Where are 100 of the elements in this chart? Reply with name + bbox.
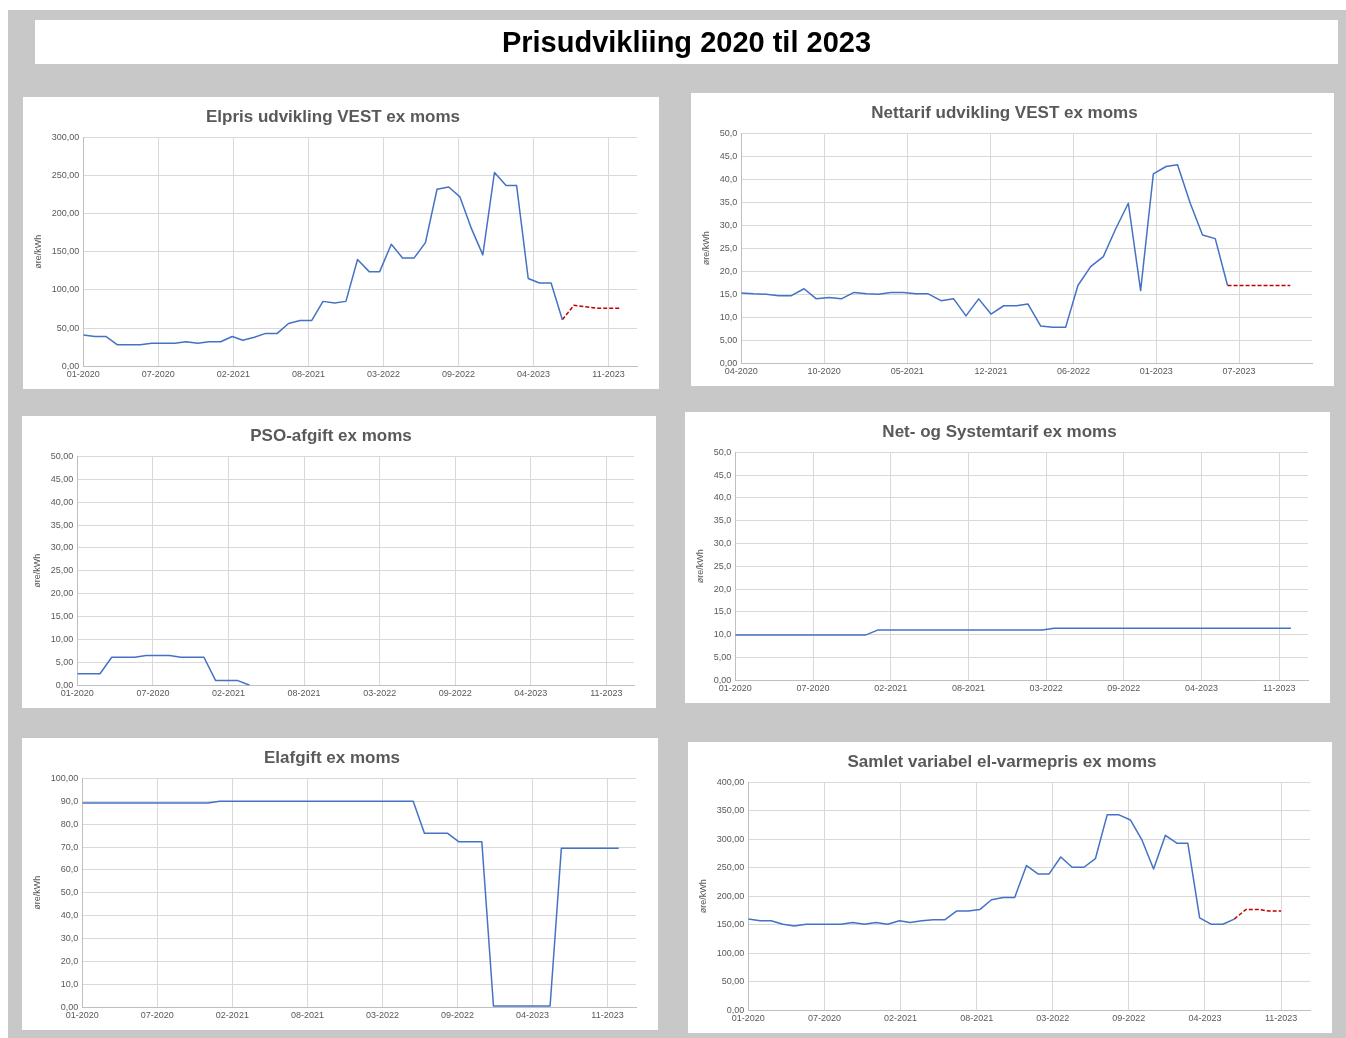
y-tick-label: 10,0 <box>719 311 738 322</box>
chart-title: Net- og Systemtarif ex moms <box>882 421 1117 441</box>
y-tick-label: 150,00 <box>51 246 80 257</box>
text: Prisudvikliing 2020 til 2023 <box>501 25 872 59</box>
y-tick-label: 5,00 <box>719 334 738 345</box>
y-tick-label: 70,0 <box>60 841 79 852</box>
x-tick-label: 02-2021 <box>211 688 246 699</box>
x-tick-label: 01-2020 <box>60 688 94 699</box>
y-tick-label: 350,00 <box>716 805 745 816</box>
x-tick-label: 09-2022 <box>438 688 472 699</box>
y-tick-label: 50,0 <box>719 127 738 138</box>
x-tick-label: 08-2021 <box>287 688 321 699</box>
line-series <box>561 304 621 321</box>
y-tick-label: 300,00 <box>716 833 745 844</box>
y-tick-label: 40,0 <box>719 173 738 184</box>
y-tick-label: 0,00 <box>61 360 80 371</box>
x-tick-label: 04-2023 <box>514 688 548 699</box>
chart-title: Nettarif udvikling VEST ex moms <box>871 102 1138 122</box>
y-tick-label: 30,00 <box>50 542 74 553</box>
y-axis-title: øre/kWh <box>31 875 42 910</box>
x-tick-label: 11-2023 <box>592 369 625 380</box>
y-tick-label: 5,00 <box>713 651 732 662</box>
x-tick-label: 01-2020 <box>731 1013 765 1024</box>
x-tick-label: 03-2022 <box>365 1010 399 1021</box>
y-tick-label: 250,00 <box>716 862 745 873</box>
y-tick-label: 50,0 <box>713 446 732 457</box>
x-tick-label: 04-2020 <box>724 366 758 377</box>
x-tick-label: 04-2023 <box>1188 1013 1222 1024</box>
y-tick-label: 20,0 <box>713 583 732 594</box>
y-tick-label: 20,0 <box>719 265 738 276</box>
x-tick-label: 02-2021 <box>216 369 250 380</box>
x-tick-label: 05-2021 <box>890 366 924 377</box>
x-tick-label: 01-2020 <box>66 369 100 380</box>
y-tick-label: 45,0 <box>719 150 738 161</box>
x-tick-label: 04-2023 <box>515 1010 549 1021</box>
y-tick-label: 5,00 <box>55 656 74 667</box>
y-tick-label: 200,00 <box>51 208 80 219</box>
y-tick-label: 100,00 <box>716 947 745 958</box>
chart-title: PSO-afgift ex moms <box>250 425 412 445</box>
x-tick-label: 07-2020 <box>136 688 170 699</box>
y-tick-label: 10,0 <box>60 978 79 989</box>
x-tick-label: 01-2020 <box>718 683 752 694</box>
chart-title: Elafgift ex moms <box>263 747 401 767</box>
y-tick-label: 20,0 <box>60 955 79 966</box>
y-tick-label: 40,0 <box>60 910 79 921</box>
y-tick-label: 25,0 <box>719 242 738 253</box>
y-tick-label: 60,0 <box>60 864 79 875</box>
x-tick-label: 04-2023 <box>516 369 550 380</box>
y-tick-label: 10,00 <box>50 633 74 644</box>
x-tick-label: 01-2023 <box>1139 366 1173 377</box>
chart-title: Elpris udvikling VEST ex moms <box>205 106 461 126</box>
x-tick-label: 03-2022 <box>366 369 400 380</box>
x-tick-label: 09-2022 <box>1107 683 1141 694</box>
y-tick-label: 35,00 <box>50 519 74 530</box>
y-axis-title: øre/kWh <box>32 234 43 269</box>
y-tick-label: 250,00 <box>51 170 80 181</box>
x-tick-label: 03-2022 <box>1036 1013 1070 1024</box>
y-tick-label: 50,00 <box>721 976 745 987</box>
x-tick-label: 11-2023 <box>591 1010 624 1021</box>
x-tick-label: 03-2022 <box>1029 683 1063 694</box>
y-tick-label: 25,00 <box>50 565 74 576</box>
y-tick-label: 20,00 <box>50 588 74 599</box>
y-tick-label: 15,00 <box>50 611 74 622</box>
x-tick-label: 07-2020 <box>141 369 175 380</box>
y-tick-label: 15,0 <box>719 288 738 299</box>
x-tick-label: 07-2023 <box>1222 366 1256 377</box>
y-tick-label: 0,00 <box>719 357 738 368</box>
y-tick-label: 50,00 <box>56 322 80 333</box>
x-tick-label: 06-2022 <box>1056 366 1090 377</box>
x-tick-label: 08-2021 <box>290 1010 324 1021</box>
x-tick-label: 10-2020 <box>807 366 841 377</box>
y-tick-label: 300,00 <box>51 131 80 142</box>
y-tick-label: 200,00 <box>716 890 745 901</box>
y-tick-label: 40,00 <box>50 496 74 507</box>
x-tick-label: 01-2020 <box>65 1010 99 1021</box>
x-tick-label: 07-2020 <box>807 1013 841 1024</box>
y-tick-label: 100,00 <box>50 772 79 783</box>
x-tick-label: 08-2021 <box>291 369 325 380</box>
y-tick-label: 30,0 <box>713 538 732 548</box>
y-tick-label: 30,0 <box>60 933 79 944</box>
y-tick-label: 40,0 <box>713 492 732 503</box>
x-tick-label: 07-2020 <box>796 683 830 694</box>
y-tick-label: 15,0 <box>713 606 732 617</box>
y-axis-title: øre/kWh <box>31 553 42 588</box>
x-tick-label: 12-2021 <box>974 366 1008 377</box>
y-axis-title: øre/kWh <box>697 879 708 914</box>
y-tick-label: 35,0 <box>713 515 732 526</box>
x-tick-label: 07-2020 <box>140 1010 174 1021</box>
x-tick-label: 08-2021 <box>960 1013 994 1024</box>
y-tick-label: 35,0 <box>719 196 738 207</box>
y-axis-title: øre/kWh <box>700 231 711 266</box>
x-tick-label: 11-2023 <box>590 688 623 699</box>
y-tick-label: 45,0 <box>713 469 732 480</box>
y-tick-label: 30,0 <box>719 219 738 230</box>
y-tick-label: 400,00 <box>716 776 745 787</box>
x-tick-label: 02-2021 <box>874 683 908 694</box>
y-tick-label: 50,00 <box>50 450 74 461</box>
y-axis-title: øre/kWh <box>694 549 705 584</box>
x-tick-label: 09-2022 <box>441 369 475 380</box>
x-tick-label: 08-2021 <box>951 683 985 694</box>
